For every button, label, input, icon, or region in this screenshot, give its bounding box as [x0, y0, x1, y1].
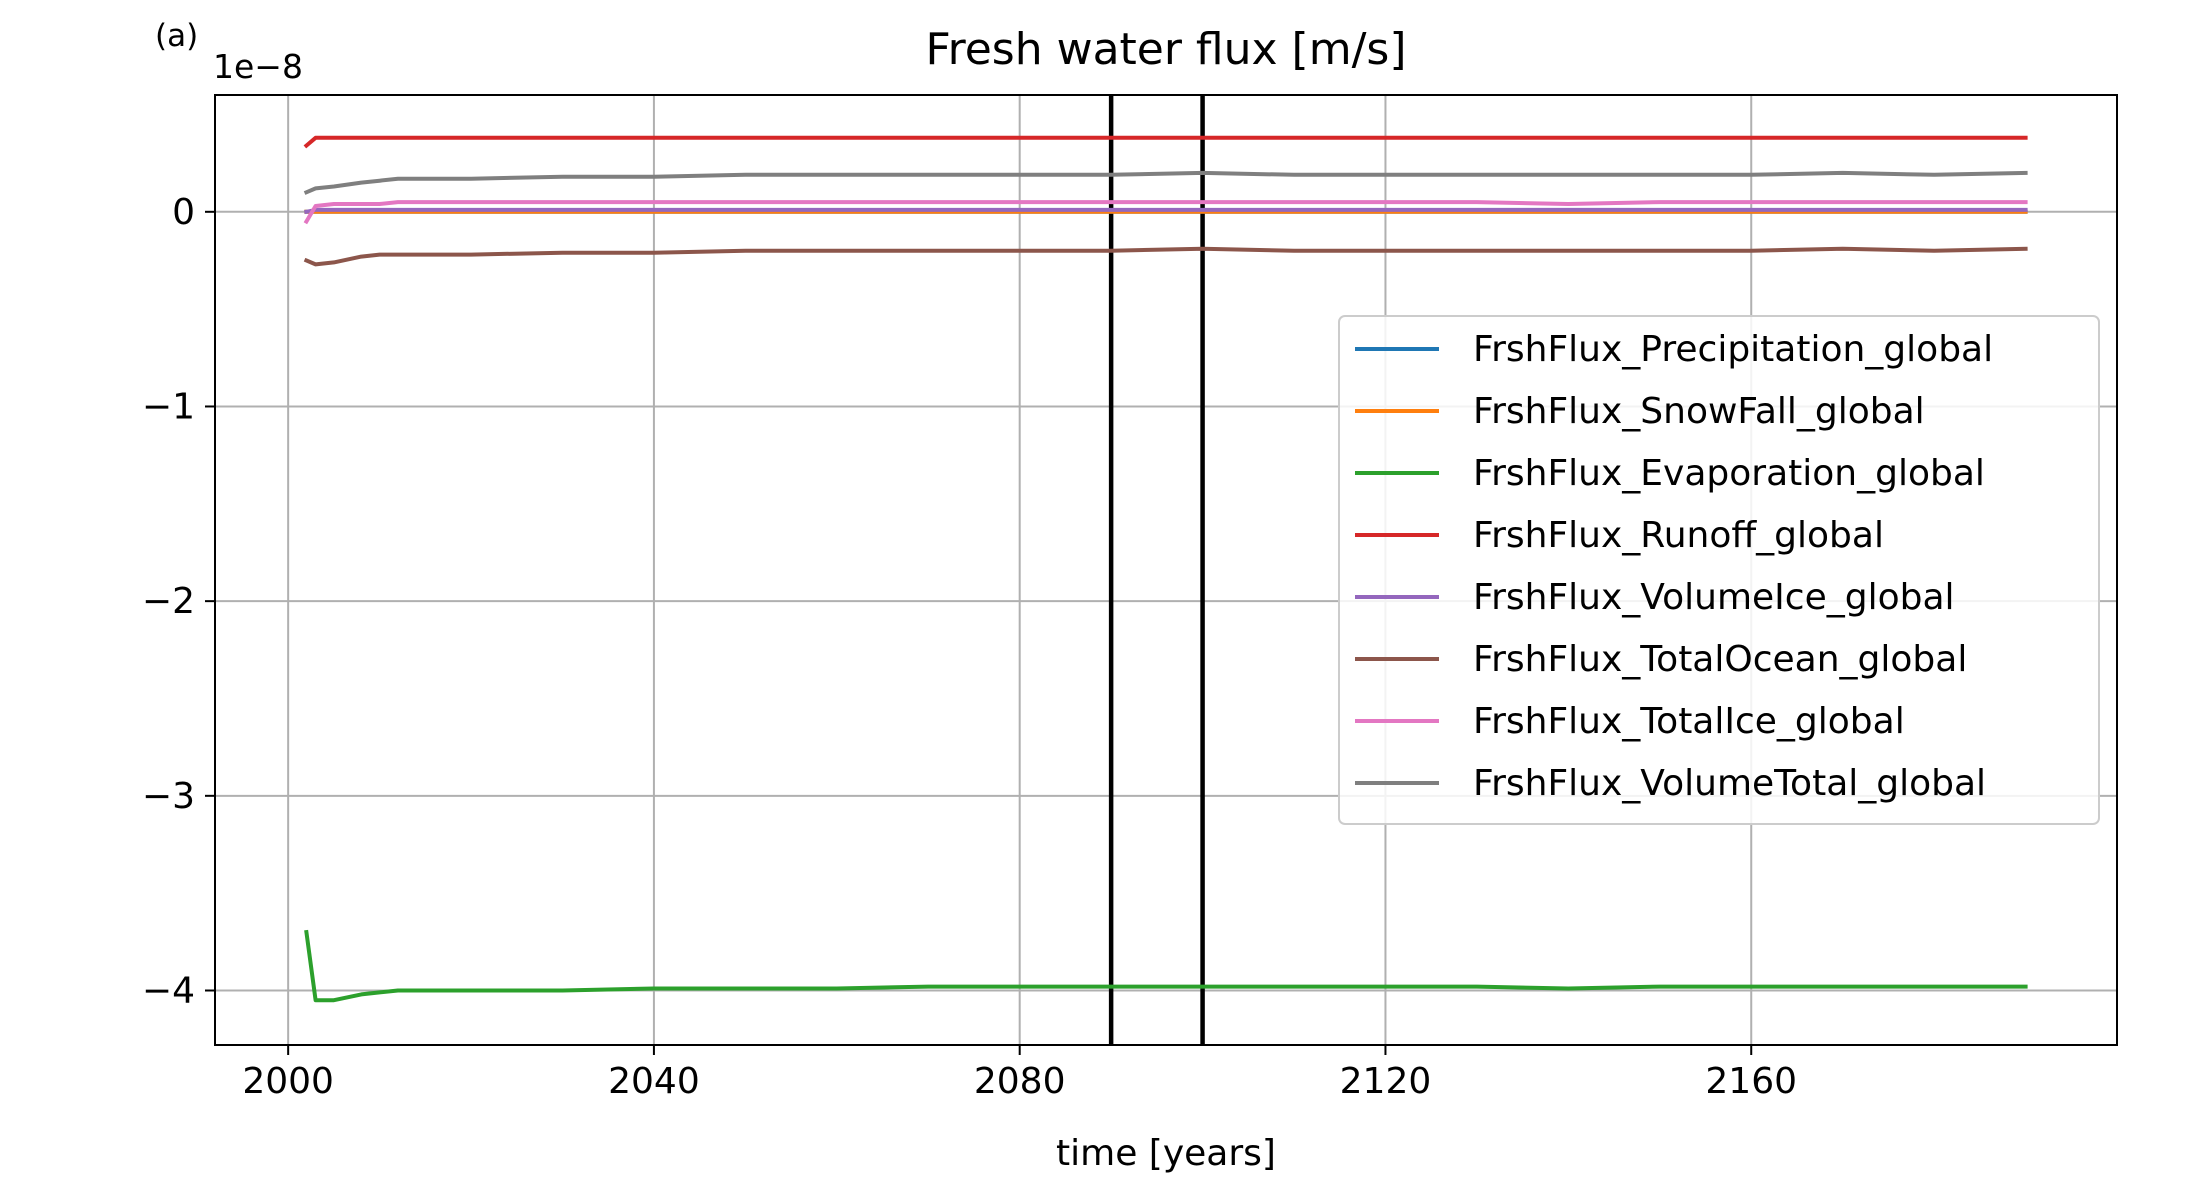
x-axis-label: time [years] [1056, 1133, 1276, 1174]
series-line-3 [303, 135, 2028, 149]
y-tick-label: −2 [142, 581, 195, 622]
series-line-4 [304, 207, 2028, 215]
y-tick-label: 0 [172, 192, 195, 233]
series-line-2 [304, 929, 2028, 1003]
x-tick-label: 2000 [242, 1061, 334, 1102]
plot-frame [214, 94, 2118, 1046]
legend-label: FrshFlux_TotalOcean_global [1473, 639, 1967, 680]
y-tick-label: −3 [142, 776, 195, 817]
x-tick-label: 2040 [608, 1061, 700, 1102]
reference-lines [1108, 95, 1205, 1045]
legend-label: FrshFlux_SnowFall_global [1473, 391, 1925, 432]
legend-label: FrshFlux_VolumeIce_global [1473, 577, 1955, 618]
legend-label: FrshFlux_Precipitation_global [1473, 329, 1993, 370]
x-tick-label: 2160 [1705, 1061, 1797, 1102]
legend-label: FrshFlux_Runoff_global [1473, 515, 1884, 556]
legend-label: FrshFlux_VolumeTotal_global [1473, 763, 1986, 804]
offset-text: 1e−8 [213, 47, 303, 86]
legend-box [1338, 315, 2100, 825]
y-tick-label: −4 [142, 970, 195, 1011]
series-lines [303, 135, 2028, 1003]
chart-title: Fresh water flux [m/s] [925, 24, 1406, 75]
y-tick-label: −1 [142, 386, 195, 427]
x-tick-label: 2120 [1340, 1061, 1432, 1102]
x-tick-label: 2080 [974, 1061, 1066, 1102]
legend: FrshFlux_Precipitation_global FrshFlux_Sn… [1338, 315, 2100, 825]
legend-label: FrshFlux_Evaporation_global [1473, 453, 1985, 494]
axis-ticks: 2000 2040 2080 2120 2160 0 −1 −2 −3 −4 [142, 192, 1797, 1102]
series-line-5 [303, 246, 2028, 267]
series-line-6 [303, 200, 2028, 225]
series-line-7 [303, 170, 2028, 195]
panel-label: (a) [155, 18, 198, 54]
legend-label: FrshFlux_TotalIce_global [1473, 701, 1905, 742]
